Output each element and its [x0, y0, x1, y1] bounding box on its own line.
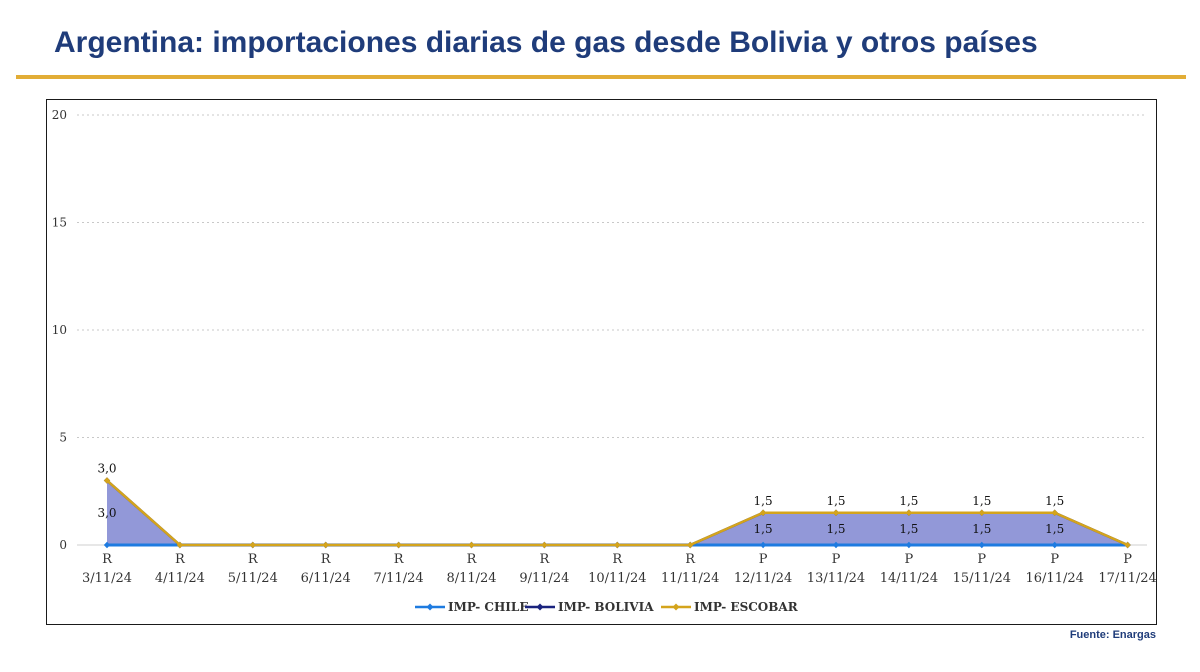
- data-point-chile: [832, 541, 840, 549]
- data-label-bolivia: 1,5: [754, 522, 773, 536]
- y-tick-label: 0: [59, 538, 67, 552]
- data-point-escobar: [832, 509, 840, 516]
- x-tick-label: 13/11/24: [807, 571, 865, 586]
- data-point-escobar: [759, 509, 767, 516]
- legend-label-escobar: IMP- ESCOBAR: [694, 600, 799, 614]
- x-tick-label: 3/11/24: [82, 571, 132, 586]
- data-label-escobar: 1,5: [754, 494, 773, 508]
- x-status-label: R: [102, 552, 113, 567]
- x-tick-label: 5/11/24: [228, 571, 278, 586]
- x-tick-label: 4/11/24: [155, 571, 205, 586]
- x-tick-label: 10/11/24: [588, 571, 646, 586]
- y-tick-label: 5: [59, 431, 67, 445]
- data-label-bolivia: 3,0: [97, 506, 116, 520]
- data-point-escobar: [905, 509, 913, 516]
- y-tick-label: 20: [52, 108, 67, 122]
- x-status-label: R: [540, 552, 551, 567]
- x-tick-label: 7/11/24: [374, 571, 424, 586]
- x-tick-label: 9/11/24: [519, 571, 569, 586]
- x-tick-label: 17/11/24: [1098, 571, 1156, 586]
- title-underline: [16, 75, 1186, 79]
- page-title: Argentina: importaciones diarias de gas …: [54, 26, 1038, 59]
- data-point-escobar: [978, 509, 985, 516]
- chart-frame: 0 5 10 15 20 3,0 1,5 1,5 1,5 1,5 1,5 3,0 1,5 1,5 1,5 1,…: [46, 99, 1157, 625]
- data-point-chile: [1051, 541, 1058, 549]
- data-label-escobar: 3,0: [97, 462, 116, 476]
- data-label-bolivia: 1,5: [972, 522, 991, 536]
- x-tick-label: 15/11/24: [953, 571, 1011, 586]
- data-point-chile: [905, 541, 913, 549]
- data-point-escobar: [322, 541, 329, 549]
- data-point-chile: [103, 541, 111, 549]
- x-tick-label: 12/11/24: [734, 571, 792, 586]
- x-tick-label: 14/11/24: [880, 571, 938, 586]
- data-point-chile: [978, 541, 985, 549]
- data-label-escobar: 1,5: [826, 494, 845, 508]
- area-fill: [107, 480, 1128, 545]
- x-status-label: R: [685, 552, 696, 567]
- data-point-escobar: [103, 477, 111, 484]
- x-tick-label: 6/11/24: [301, 571, 351, 586]
- data-point-escobar: [468, 541, 475, 549]
- data-label-escobar: 1,5: [972, 494, 991, 508]
- x-status-label: P: [977, 552, 986, 567]
- x-status-label: P: [832, 552, 841, 567]
- data-point-chile: [759, 541, 767, 549]
- source-note: Fuente: Enargas: [1069, 629, 1156, 641]
- legend-marker-chile: [426, 603, 434, 611]
- legend-marker-escobar: [672, 603, 680, 611]
- data-label-bolivia: 1,5: [1045, 522, 1064, 536]
- x-status-label: P: [1123, 552, 1132, 567]
- legend-label-chile: IMP- CHILE: [448, 600, 529, 614]
- x-status-label: R: [612, 552, 623, 567]
- data-point-escobar: [249, 541, 256, 549]
- data-label-bolivia: 1,5: [826, 522, 845, 536]
- x-status-label: P: [759, 552, 768, 567]
- x-status-label: R: [321, 552, 332, 567]
- x-tick-label: 8/11/24: [446, 571, 496, 586]
- x-status-label: R: [394, 552, 405, 567]
- data-point-escobar: [687, 541, 694, 549]
- data-point-escobar: [541, 541, 548, 549]
- x-status-label: P: [905, 552, 914, 567]
- data-point-escobar: [176, 541, 184, 549]
- x-status-label: R: [175, 552, 186, 567]
- x-tick-label: 16/11/24: [1026, 571, 1084, 586]
- data-point-escobar: [614, 541, 621, 549]
- data-label-bolivia: 1,5: [899, 522, 918, 536]
- data-point-escobar: [1124, 541, 1131, 549]
- x-status-label: P: [1050, 552, 1059, 567]
- chart: 0 5 10 15 20 3,0 1,5 1,5 1,5 1,5 1,5 3,0 1,5 1,5 1,5 1,…: [52, 108, 1156, 614]
- data-label-escobar: 1,5: [899, 494, 918, 508]
- x-tick-label: 11/11/24: [661, 571, 719, 586]
- y-tick-label: 10: [52, 323, 67, 337]
- data-label-escobar: 1,5: [1045, 494, 1064, 508]
- x-status-label: R: [248, 552, 259, 567]
- x-status-label: R: [467, 552, 478, 567]
- legend-marker-bolivia: [536, 603, 544, 611]
- data-point-escobar: [395, 541, 402, 549]
- data-point-escobar: [1051, 509, 1058, 516]
- y-tick-label: 15: [52, 216, 67, 230]
- legend-label-bolivia: IMP- BOLIVIA: [558, 600, 654, 614]
